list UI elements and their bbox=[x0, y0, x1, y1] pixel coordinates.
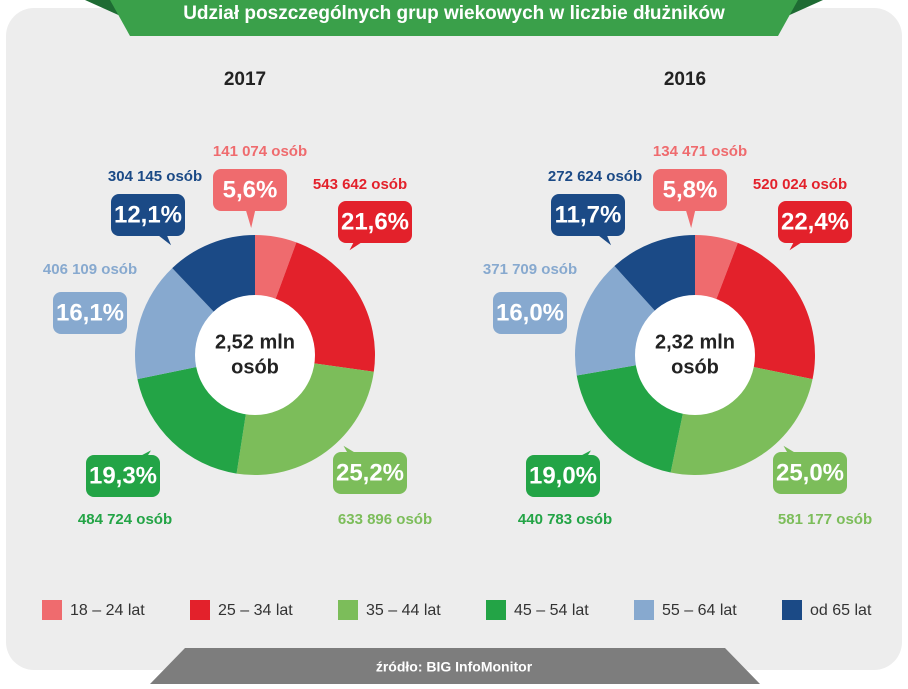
callout-box bbox=[338, 201, 412, 243]
center-label: osób bbox=[231, 356, 279, 378]
callout-box bbox=[111, 194, 185, 236]
chart-title: 2016 bbox=[664, 69, 706, 90]
count-label: 304 145 osób bbox=[108, 168, 202, 185]
center-label: osób bbox=[671, 356, 719, 378]
legend-label: 25 – 34 lat bbox=[218, 602, 293, 619]
center-disk bbox=[635, 295, 755, 415]
title-banner bbox=[110, 0, 798, 36]
count-label: 581 177 osób bbox=[778, 511, 872, 528]
count-label: 484 724 osób bbox=[78, 511, 172, 528]
value-label: 11,7% bbox=[555, 201, 622, 228]
slice bbox=[172, 235, 255, 314]
count-label: 272 624 osób bbox=[548, 168, 642, 185]
center-label: 2,52 mln bbox=[215, 331, 295, 353]
legend-swatch bbox=[190, 600, 210, 620]
center-label: 2,32 mln bbox=[655, 331, 735, 353]
value-label: 16,1% bbox=[56, 299, 124, 326]
value-label: 19,0% bbox=[529, 462, 597, 489]
legend-label: 45 – 54 lat bbox=[514, 602, 589, 619]
legend-label: 18 – 24 lat bbox=[70, 602, 145, 619]
legend-label: od 65 lat bbox=[810, 602, 872, 619]
callout-box bbox=[778, 201, 852, 243]
slice bbox=[137, 366, 247, 474]
slice bbox=[576, 364, 684, 473]
value-label: 19,3% bbox=[89, 462, 157, 489]
chart-title: 2017 bbox=[224, 69, 266, 90]
count-label: 371 709 osób bbox=[483, 261, 577, 278]
count-label: 633 896 osób bbox=[338, 511, 432, 528]
callout-box bbox=[493, 292, 567, 334]
count-label: 543 642 osób bbox=[313, 176, 407, 193]
count-label: 440 783 osób bbox=[518, 511, 612, 528]
slice bbox=[670, 366, 813, 476]
callout-box bbox=[653, 169, 727, 211]
callout-box bbox=[333, 452, 407, 494]
value-label: 16,0% bbox=[496, 299, 564, 326]
slice bbox=[614, 235, 695, 313]
count-label: 134 471 osób bbox=[653, 143, 747, 160]
legend-label: 35 – 44 lat bbox=[366, 602, 441, 619]
legend-swatch bbox=[338, 600, 358, 620]
source-banner bbox=[150, 648, 760, 684]
count-label: 520 024 osób bbox=[753, 176, 847, 193]
value-label: 5,8% bbox=[663, 176, 718, 203]
value-label: 22,4% bbox=[781, 208, 849, 235]
callout-box bbox=[53, 292, 127, 334]
legend-label: 55 – 64 lat bbox=[662, 602, 737, 619]
count-label: 406 109 osób bbox=[43, 261, 137, 278]
callout-box bbox=[551, 194, 625, 236]
title: Udział poszczególnych grup wiekowych w l… bbox=[183, 3, 725, 24]
legend-swatch bbox=[486, 600, 506, 620]
count-label: 141 074 osób bbox=[213, 143, 307, 160]
value-label: 21,6% bbox=[341, 208, 409, 235]
callout-box bbox=[526, 455, 600, 497]
value-label: 5,6% bbox=[223, 176, 278, 203]
legend-swatch bbox=[634, 600, 654, 620]
value-label: 25,2% bbox=[336, 459, 404, 486]
callout-box bbox=[773, 452, 847, 494]
value-label: 12,1% bbox=[114, 201, 182, 228]
slice bbox=[715, 242, 816, 380]
source: źródło: BIG InfoMonitor bbox=[376, 659, 533, 675]
legend-swatch bbox=[782, 600, 802, 620]
callout-box bbox=[213, 169, 287, 211]
center-disk bbox=[195, 295, 315, 415]
value-label: 25,0% bbox=[776, 459, 844, 486]
slice bbox=[695, 235, 738, 301]
slice bbox=[275, 242, 375, 372]
slice bbox=[255, 235, 297, 301]
slice bbox=[135, 268, 215, 380]
callout-box bbox=[86, 455, 160, 497]
slice bbox=[236, 363, 374, 475]
legend-swatch bbox=[42, 600, 62, 620]
